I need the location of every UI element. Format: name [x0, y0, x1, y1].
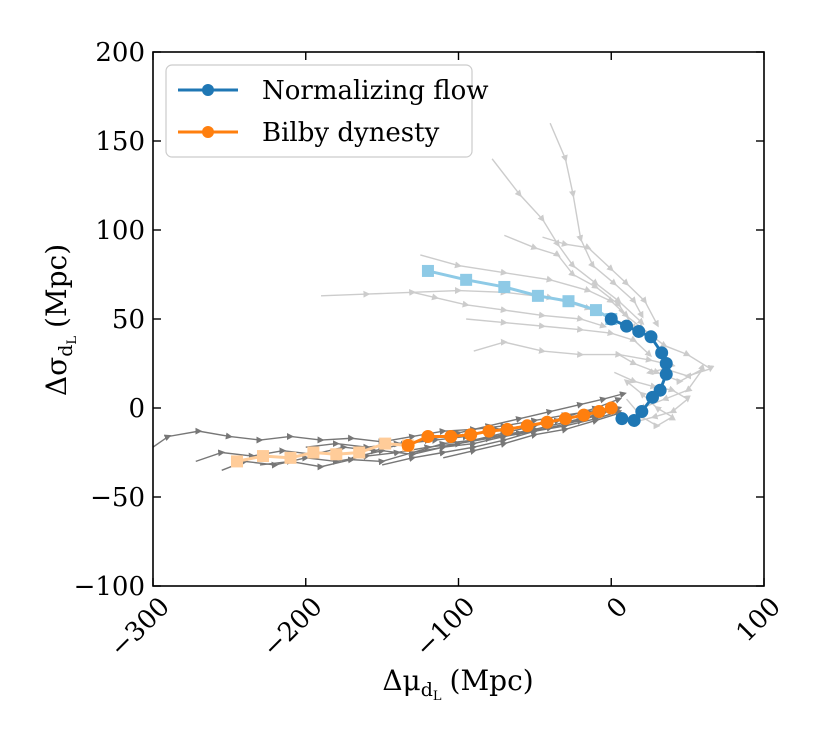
series-layer [231, 264, 673, 468]
legend: Normalizing flow Bilby dynesty [165, 64, 489, 158]
bilby-dynesty-square-point-0 [231, 455, 244, 468]
normalizing-flow-circle-point-9 [635, 405, 649, 419]
bilby-dynesty-circle-point-7 [540, 415, 554, 429]
x-tick-label: 100 [731, 592, 787, 648]
normalizing-flow-circle-point-1 [620, 319, 634, 333]
y-tick-label: 50 [112, 305, 145, 335]
y-tick-label: −50 [90, 483, 145, 513]
normalizing-flow-square-point-2 [498, 280, 511, 293]
normalizing-flow-circle-point-6 [659, 367, 673, 381]
x-tick-label: 0 [601, 592, 634, 625]
bilby-dynesty-circle-point-4 [482, 424, 496, 438]
normalizing-flow-circle-point-4 [655, 346, 669, 360]
nf-background-path-7 [542, 236, 659, 328]
normalizing-flow-square-point-4 [562, 295, 575, 308]
normalizing-flow-circle-point-3 [644, 330, 658, 344]
normalizing-flow-square-point-0 [421, 264, 434, 277]
x-tick-label: −300 [104, 592, 176, 664]
bilby-dynesty-circle-point-2 [444, 429, 458, 443]
bilby-dynesty-circle-point-11 [604, 401, 618, 415]
bilby-dynesty-circle-point-5 [500, 422, 514, 436]
bilby-dynesty-square-point-2 [284, 451, 297, 464]
normalizing-flow-circle-point-8 [645, 390, 659, 404]
nf-background-path-8 [412, 291, 607, 329]
normalizing-flow-circle-point-2 [632, 324, 646, 338]
x-tick-label: −100 [410, 592, 482, 664]
nf-background-path-4 [473, 338, 676, 368]
legend-box [165, 64, 473, 158]
legend-label-bilby-dynesty: Bilby dynesty [262, 118, 440, 148]
normalizing-flow-circle-point-0 [604, 312, 618, 326]
y-axis-label: ΔσdL(Mpc) [40, 244, 80, 396]
bilby-dynesty-square-point-5 [353, 446, 366, 459]
bilby-dynesty-circle-point-8 [558, 412, 572, 426]
y-tick-label: 200 [95, 38, 145, 68]
bilby-dynesty-square-point-4 [330, 448, 343, 461]
bilby-background-trajectories [153, 391, 627, 471]
bilby-dynesty-circle-point-1 [421, 429, 435, 443]
legend-label-normalizing-flow: Normalizing flow [262, 76, 489, 106]
normalizing-flow-circle-point-5 [659, 357, 673, 370]
y-tick-label: 0 [128, 394, 145, 424]
bilby-dynesty-square-point-1 [256, 450, 269, 463]
y-tick-label: −100 [74, 572, 145, 602]
bilby-dynesty-square-point-6 [379, 437, 392, 450]
bilby-background-path-7 [412, 397, 623, 454]
y-tick-label: 150 [95, 127, 145, 157]
bilby-dynesty-circle-point-10 [592, 405, 606, 419]
normalizing-flow-background-trajectories [320, 122, 715, 430]
x-axis-label: ΔμdL (Mpc) [382, 664, 533, 704]
bilby-dynesty-circle-point-6 [520, 419, 534, 433]
legend-marker-normalizing-flow [202, 84, 214, 96]
x-tick-label: −200 [257, 592, 329, 664]
normalizing-flow-square-point-5 [589, 304, 602, 317]
bilby-dynesty-circle-point-0 [401, 438, 415, 452]
bilby-background-path-8 [443, 411, 623, 459]
bilby-dynesty-circle-point-3 [464, 428, 478, 442]
bilby-dynesty-square-point-3 [307, 446, 320, 459]
normalizing-flow-circle-point-10 [627, 413, 641, 427]
normalizing-flow-square-point-1 [460, 273, 473, 286]
legend-marker-bilby-dynesty [202, 126, 214, 138]
y-tick-label: 100 [95, 216, 145, 246]
bilby-dynesty-circle-point-9 [577, 408, 591, 422]
normalizing-flow-circle-point-11 [615, 412, 629, 426]
normalizing-flow-square-point-3 [531, 289, 544, 302]
y-axis-ticks: −100 −50 0 50 100 150 200 [74, 38, 764, 602]
